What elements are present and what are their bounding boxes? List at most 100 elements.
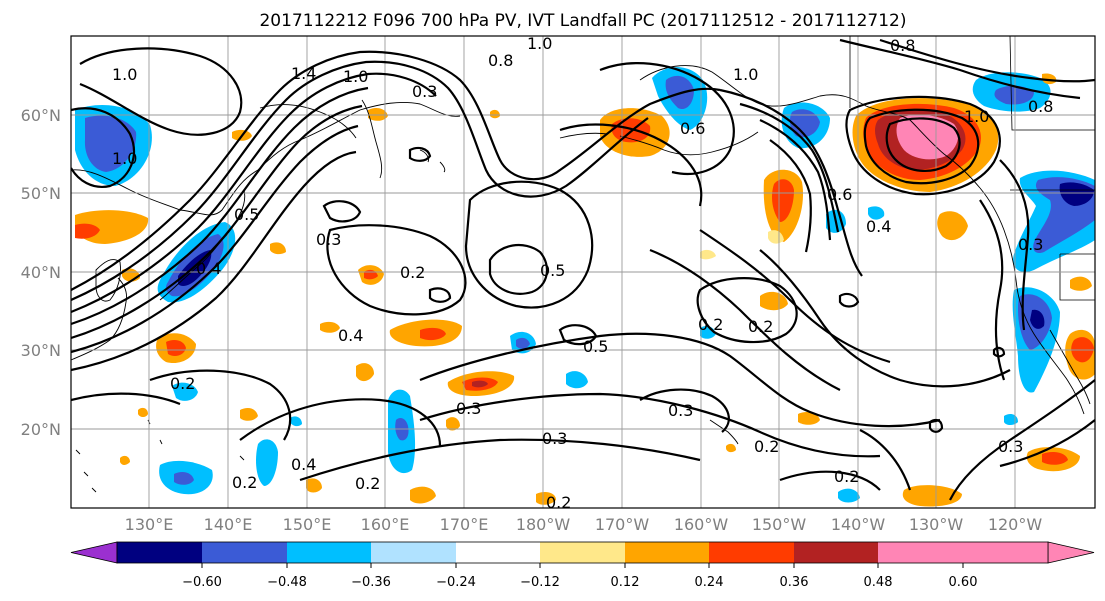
fill-ne-60n-deepblue [994,85,1034,105]
contour-line [639,388,730,433]
contour-label: 0.6 [827,185,852,204]
fill-155e-red [420,327,446,341]
contour-label: 0.4 [338,326,363,345]
contour-line [769,139,812,253]
contour-label: 0.2 [748,317,773,336]
contour-label: 0.5 [583,337,608,356]
lon-label-150e: 150°E [283,515,332,534]
contour-line [999,419,1095,468]
contour-line [239,398,442,447]
fill-150w-32n-orange [760,291,788,311]
contour-label: 0.3 [998,437,1023,456]
contour-line [879,38,1095,83]
contour-label: 0.8 [488,51,513,70]
colorbar-segment [202,542,287,563]
contour-line [71,72,437,314]
colorbar-tick-label: −0.24 [436,575,476,590]
contour-label: 0.2 [754,437,779,456]
fill-135e-deepblue [174,472,194,485]
contour-label: 1.0 [527,34,552,53]
fill-145w-55n-deepblue [789,109,820,138]
colorbar-segment [540,542,625,563]
fill-150w-45n-red [772,179,794,222]
contour-line [558,324,598,346]
contour-line [599,62,735,176]
fill-small-sky-1 [290,416,302,427]
lat-label-50n: 50°N [21,184,61,203]
contour-label: 1.0 [733,65,758,84]
contour-line [71,104,363,340]
contour-line [71,86,369,326]
contour-line [322,200,362,223]
contour-label: 1.0 [112,65,137,84]
fill-se-orange-2 [902,485,962,507]
fill-120w-30n-orange [1070,276,1092,291]
coastline-aleutians [559,131,759,156]
contour-label: 0.5 [234,205,259,224]
fill-west-red [75,223,100,239]
contour-label: 0.5 [540,261,565,280]
contour-line [699,229,891,364]
fill-175e-30n-deepblue [516,337,530,349]
colorbar-segment [878,542,963,563]
colorbar: −0.60 −0.48 −0.36 −0.24 −0.12 0.12 0.24 … [70,541,1095,590]
contour-line [149,369,292,441]
contour-label: 0.3 [412,82,437,101]
contour-line [859,429,912,491]
fill-small-orange-5 [356,363,374,382]
contour-labels: 1.0 1.4 1.0 0.8 1.0 0.8 0.3 1.0 0.6 0.5 … [112,34,1053,508]
colorbar-segment [963,542,1048,563]
contour-line [71,124,359,354]
coastline-alaska [639,65,981,189]
lon-label-140e: 140°E [204,515,253,534]
colorbar-tick-label: −0.36 [351,575,391,590]
contour-line [464,180,594,309]
fill-se-orange-3 [798,412,820,425]
shaded-fills [75,67,1095,507]
colorbar-segment [117,542,202,563]
fill-120w-20n-blue [1004,414,1018,425]
colorbar-outline [116,541,1049,564]
contour-line [79,47,243,136]
contour-label: 0.8 [890,36,915,55]
fill-wcoast-navy [1059,182,1094,206]
contour-label: 0.6 [680,119,705,138]
contour-line [845,95,1001,196]
contour-label: 1.4 [291,64,316,83]
colorbar-segment [371,542,456,563]
map-title: 2017112212 F096 700 hPa PV, IVT Landfall… [259,11,906,31]
contour-label: 0.2 [834,467,859,486]
contour-label: 0.2 [400,263,425,282]
lat-label-40n: 40°N [21,263,61,282]
contour-line [428,287,452,303]
fill-small-orange-9 [410,486,436,504]
fill-small-orange-8 [446,417,460,431]
fill-ne-sky [868,206,885,220]
colorbar-tick-label: 0.12 [611,575,640,590]
lat-label-60n: 60°N [21,106,61,125]
contour-label: 1.0 [112,149,137,168]
colorbar-tick-label: 0.24 [695,575,724,590]
latitude-labels: 60°N 50°N 40°N 30°N 20°N [21,106,61,439]
colorbar-tick-label: −0.48 [267,575,307,590]
contour-label: 0.2 [355,474,380,493]
contour-line [408,146,432,162]
contour-line [839,38,1081,100]
lat-label-30n: 30°N [21,341,61,360]
contour-label: 0.4 [291,455,316,474]
contour-label: 0.3 [1018,235,1043,254]
contour-label: 0.2 [170,374,195,393]
fill-small-orange-4 [320,321,340,333]
contour-label: 0.8 [1028,97,1053,116]
contour-line [649,248,841,391]
contour-label: 0.2 [232,473,257,492]
lon-label-170w: 170°W [595,515,650,534]
lon-label-130e: 130°E [125,515,174,534]
contour-line [928,418,944,433]
contour-line [885,117,961,172]
contour-line [71,107,135,188]
lon-label-180w: 180°W [516,515,571,534]
pv-contours [71,38,1095,501]
coastline-kamchatka [361,99,383,179]
lon-label-170e: 170°E [440,515,489,534]
